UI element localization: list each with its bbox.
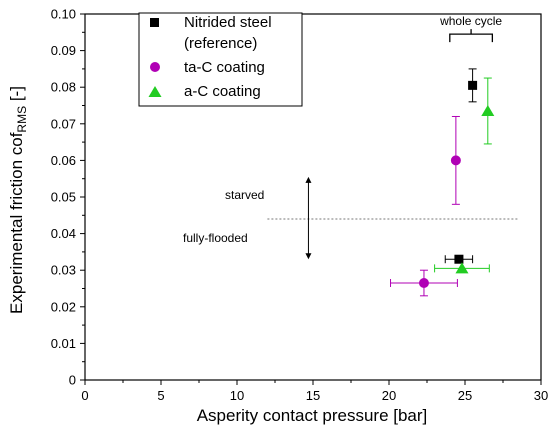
legend-label-tac: ta-C coating: [184, 59, 265, 76]
circle-marker: [418, 278, 429, 289]
whole-cycle-bracket: [449, 29, 494, 43]
regime-arrow-head-up: [305, 176, 312, 183]
whole-cycle-label: whole cycle: [439, 14, 502, 28]
triangle-marker: [481, 104, 495, 116]
x-tick-label: 25: [458, 388, 472, 403]
legend-label-nitrided-line1: Nitrided steel: [184, 14, 272, 31]
square-marker: [454, 254, 464, 264]
point-series0-1: [468, 68, 478, 103]
y-tick-label: 0.08: [51, 80, 76, 95]
x-axis-title: Asperity contact pressure [bar]: [197, 406, 428, 425]
y-tick-label: 0: [69, 373, 76, 388]
starved-label: starved: [225, 188, 264, 202]
x-tick-label: 10: [230, 388, 244, 403]
point-series2-1: [481, 77, 495, 145]
y-axis-title-subscript: RMS: [15, 106, 29, 133]
legend-label-ac: a-C coating: [184, 83, 261, 100]
point-series1-0: [390, 269, 458, 297]
y-axis-title: Experimental friction cofRMS [-]: [7, 86, 29, 314]
x-tick-label: 0: [81, 388, 88, 403]
y-axis-title-suffix: [-]: [7, 86, 26, 106]
legend: Nitrided steel (reference) ta-C coating …: [138, 12, 303, 107]
legend-marker-tac: [150, 62, 160, 72]
legend-label-nitrided-line2: (reference): [184, 35, 257, 52]
axes: 0 5 10 15 20 25 30 0 0.01 0.02 0.03 0.04 0.05 0.06 0.0…: [51, 7, 549, 404]
triangle-marker: [455, 262, 469, 274]
y-tick-label: 0.02: [51, 299, 76, 314]
point-series2-0: [434, 262, 490, 274]
annotations: starved fully-flooded whole cycle: [183, 14, 519, 260]
y-tick-label: 0.03: [51, 263, 76, 278]
y-tick-label: 0.01: [51, 336, 76, 351]
x-tick-label: 20: [382, 388, 396, 403]
y-axis-title-main: Experimental friction cof: [7, 132, 26, 314]
point-series0-0: [444, 254, 474, 264]
fully-flooded-label: fully-flooded: [183, 231, 248, 245]
square-marker: [468, 80, 478, 90]
point-series1-1: [450, 115, 461, 205]
y-tick-label: 0.05: [51, 190, 76, 205]
legend-marker-nitrided: [150, 18, 159, 27]
legend-box: [138, 12, 303, 107]
x-tick-label: 30: [534, 388, 548, 403]
x-tick-label: 15: [306, 388, 320, 403]
y-tick-label: 0.10: [51, 7, 76, 22]
y-tick-label: 0.07: [51, 116, 76, 131]
y-tick-label: 0.09: [51, 43, 76, 58]
circle-marker: [450, 155, 461, 166]
y-tick-label: 0.04: [51, 226, 76, 241]
legend-marker-ac: [148, 86, 162, 97]
y-tick-label: 0.06: [51, 153, 76, 168]
x-tick-label: 5: [157, 388, 164, 403]
data-points: [390, 68, 495, 297]
regime-arrow-head-down: [305, 253, 312, 260]
regime-arrow: [305, 176, 312, 260]
